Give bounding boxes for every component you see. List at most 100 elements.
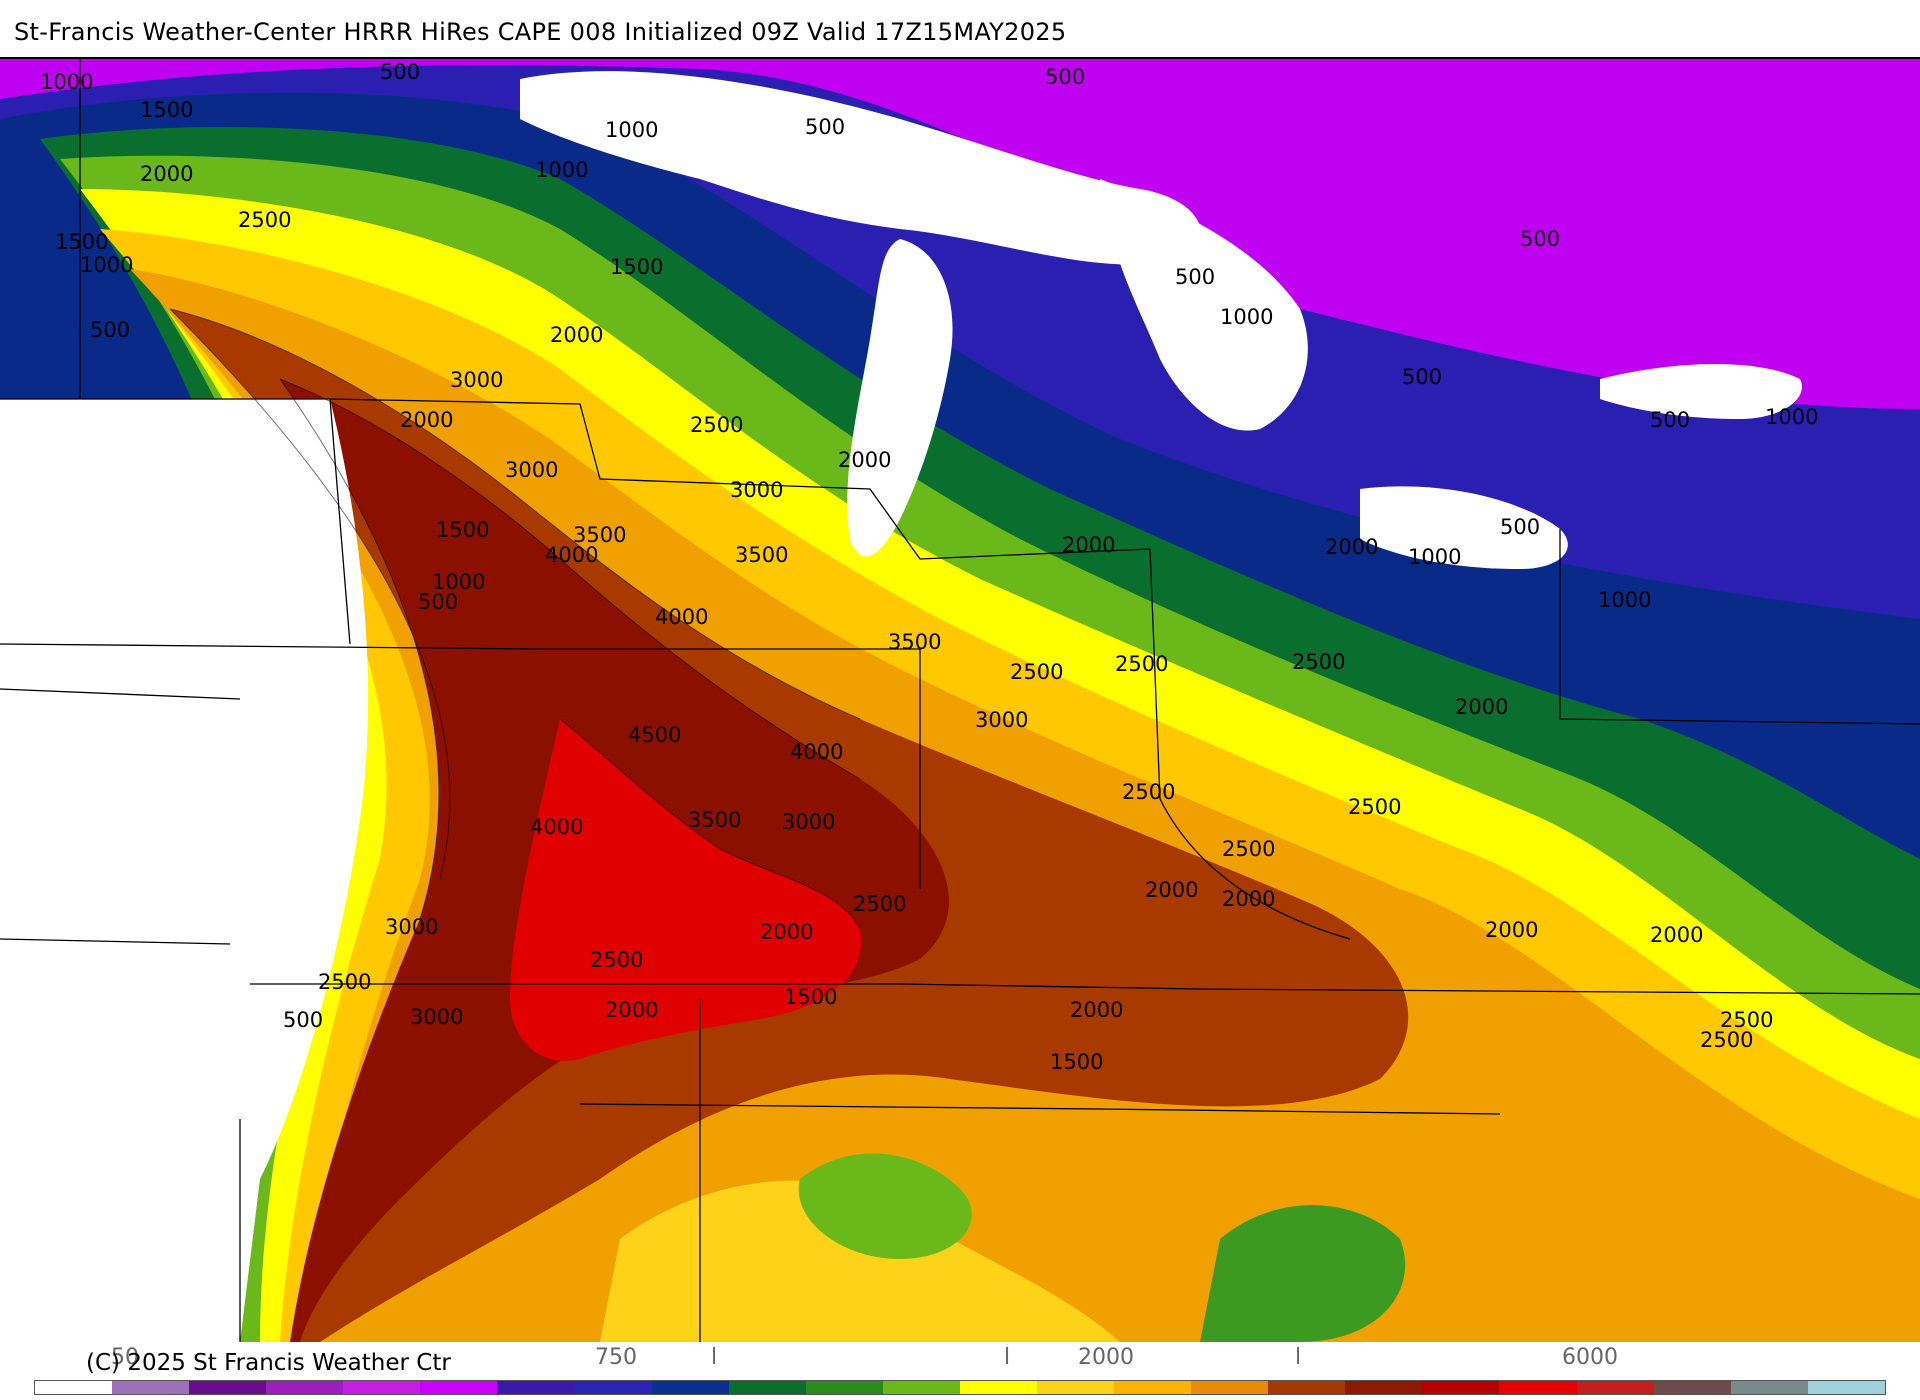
contour-label: 3000 [450,368,503,392]
lake-huron [1100,179,1308,431]
copyright-text: (C) 2025 St Francis Weather Ctr [86,1350,451,1376]
contour-label: 500 [1175,265,1215,289]
contour-label: 4000 [530,815,583,839]
contour-label: 2500 [1010,660,1063,684]
lake-erie [1360,486,1568,569]
contour-label: 2000 [1455,695,1508,719]
colorbar-tick-label: 750 [595,1345,637,1370]
contour-label: 1000 [535,158,588,182]
colorbar-tick-label: l [710,1345,718,1370]
contour-label: 1000 [40,70,93,94]
contour-label: 1000 [80,253,133,277]
colorbar-swatch [1499,1381,1577,1394]
colorbar-tick-label: 6000 [1562,1345,1618,1370]
colorbar-swatch [1114,1381,1192,1394]
colorbar-swatch [35,1381,113,1394]
contour-label: 1000 [1408,545,1461,569]
contour-label: 1500 [140,98,193,122]
contour-label: 2000 [1485,918,1538,942]
contour-label: 4000 [545,543,598,567]
contour-label: 2000 [400,408,453,432]
contour-label: 2000 [1062,533,1115,557]
colorbar [34,1380,1886,1395]
contour-label: 2500 [238,208,291,232]
contour-label: 2000 [550,323,603,347]
colorbar-swatch [497,1381,575,1394]
colorbar-tick-label: l [1294,1345,1302,1370]
colorbar-swatch [189,1381,267,1394]
colorbar-swatch [1576,1381,1654,1394]
contour-label: 4000 [655,605,708,629]
contour-label: 2000 [838,448,891,472]
political-boundaries [0,59,1920,1342]
contour-label: 3000 [505,458,558,482]
contour-label: 500 [1500,515,1540,539]
map-title: St-Francis Weather-Center HRRR HiRes CAP… [14,18,1067,46]
contour-label: 2000 [1650,923,1703,947]
contour-label: 3500 [888,630,941,654]
cape-patch-green-south [798,1153,972,1259]
colorbar-tick-label: 2000 [1078,1345,1134,1370]
contour-label: 2000 [605,998,658,1022]
colorbar-swatch [574,1381,652,1394]
contour-label: 2500 [1348,795,1401,819]
colorbar-tick-label: 50 [111,1345,139,1370]
contour-label: 2500 [853,892,906,916]
colorbar-swatch [1037,1381,1115,1394]
contour-label: 3000 [730,478,783,502]
contour-label: 3500 [735,543,788,567]
contour-label: 1000 [1765,405,1818,429]
contour-label: 2000 [760,920,813,944]
contour-label: 2000 [1070,998,1123,1022]
colorbar-swatch [112,1381,190,1394]
contour-label: 3000 [975,708,1028,732]
colorbar-swatch [1268,1381,1346,1394]
contour-label: 2500 [1720,1008,1773,1032]
contour-label: 500 [1402,365,1442,389]
contour-label: 500 [1045,65,1085,89]
contour-label: 1000 [432,570,485,594]
cape-map: 500 1000 1500 2000 2500 1500 1000 500 10… [0,57,1920,1342]
contour-label: 2500 [1222,837,1275,861]
contour-label: 2500 [690,413,743,437]
contour-label: 2000 [1222,887,1275,911]
colorbar-swatch [1807,1381,1885,1394]
contour-label: 3500 [688,808,741,832]
lake-superior [520,71,1201,265]
colorbar-tick-label: l [1003,1345,1011,1370]
contour-label: 4500 [628,723,681,747]
cape-patch-yellow-south [600,1180,1120,1342]
colorbar-swatch [420,1381,498,1394]
contour-label: 1500 [1050,1050,1103,1074]
colorbar-swatch [882,1381,960,1394]
colorbar-swatch [266,1381,344,1394]
contour-label: 3000 [782,810,835,834]
contour-label: 4000 [790,740,843,764]
contour-label: 1500 [436,518,489,542]
contour-label: 2000 [1325,535,1378,559]
contour-label-group: 500 1000 1500 2000 2500 1500 1000 500 10… [40,60,1818,1074]
contour-label: 1500 [610,255,663,279]
contour-label: 1500 [55,230,108,254]
colorbar-swatch [1653,1381,1731,1394]
contour-label: 500 [283,1008,323,1032]
lake-michigan [847,239,953,557]
contour-label: 1500 [784,985,837,1009]
lake-ontario [1600,364,1802,419]
contour-label: 2500 [1292,650,1345,674]
contour-lines [169,308,861,930]
colorbar-swatch [1422,1381,1500,1394]
contour-label: 3000 [410,1005,463,1029]
great-plains-blank [0,399,369,1342]
contour-label: 500 [1650,408,1690,432]
contour-label: 1000 [1220,305,1273,329]
contour-label: 500 [380,60,420,84]
colorbar-swatch [651,1381,729,1394]
cape-band-red [510,719,862,1061]
contour-label: 2500 [590,948,643,972]
contour-label: 2500 [1115,652,1168,676]
contour-label: 2500 [1122,780,1175,804]
cape-map-svg: 500 1000 1500 2000 2500 1500 1000 500 10… [0,59,1920,1342]
contour-label: 1000 [1598,588,1651,612]
contour-label: 500 [1520,227,1560,251]
